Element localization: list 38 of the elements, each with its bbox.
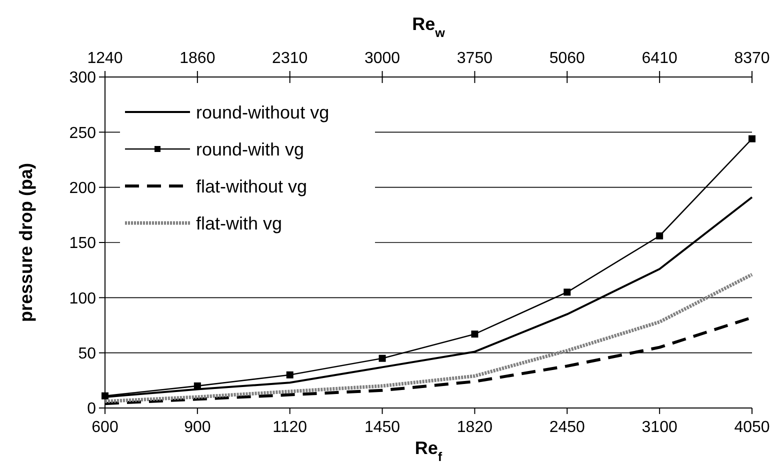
text: 3000 — [364, 50, 400, 67]
point — [378, 354, 386, 362]
point — [748, 135, 756, 142]
point — [194, 382, 201, 390]
text: 1240 — [87, 50, 123, 67]
legend-label: flat-with vg — [196, 213, 282, 234]
y-tick-label: 100 — [69, 290, 96, 308]
x2-axis-title: Re$_{w}$ — [412, 14, 446, 40]
y-tick-label: 150 — [69, 235, 96, 252]
text: 6410 — [642, 50, 678, 67]
point — [102, 392, 108, 400]
text: 2310 — [272, 50, 308, 67]
text: 5060 — [549, 50, 586, 67]
legend-label: flat-without vg — [196, 176, 308, 196]
text: 3750 — [456, 50, 493, 67]
legend-label: round-without vg — [196, 102, 330, 122]
x-tick-label: 1450 — [364, 419, 400, 436]
x-tick-label: 3100 — [642, 419, 678, 436]
x-tick-label: 1120 — [272, 419, 308, 436]
text: 1860 — [180, 50, 216, 67]
x-tick-label: 900 — [184, 419, 211, 436]
x-tick-label: 600 — [92, 419, 118, 436]
text: 8370 — [734, 50, 770, 67]
point — [286, 371, 294, 378]
y-tick-label: 0 — [87, 400, 96, 418]
point — [564, 288, 571, 296]
x-tick-label: 4050 — [734, 419, 770, 436]
y-tick-label: 50 — [78, 345, 96, 362]
point — [656, 232, 664, 240]
y-tick-label: 300 — [69, 70, 96, 87]
y-tick-label: 200 — [69, 180, 96, 197]
x-tick-label: 1820 — [456, 419, 493, 436]
y-tick-label: 250 — [69, 124, 96, 142]
x-tick-label: 2450 — [549, 419, 586, 436]
x-axis-title: Re$_{f}$ — [414, 438, 443, 464]
y-axis-title: pressure drop (pa) — [16, 162, 36, 322]
legend-label: round-with vg — [196, 139, 304, 160]
point — [471, 330, 478, 338]
